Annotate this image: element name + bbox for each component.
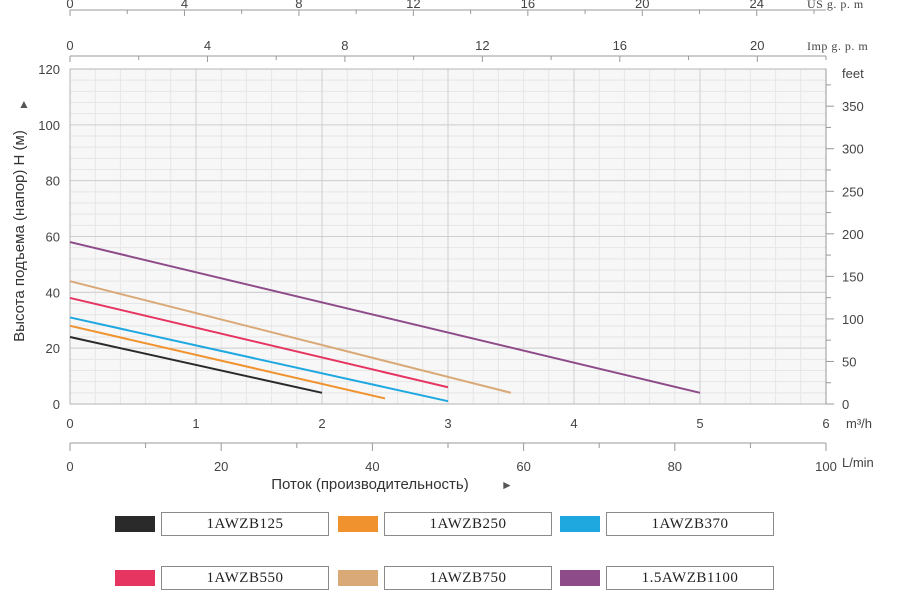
curve-1AWZB550 bbox=[69, 296, 449, 389]
legend-label: 1AWZB550 bbox=[161, 566, 329, 590]
imp-tick-label: 20 bbox=[750, 38, 764, 53]
lmin-tick-label: 100 bbox=[815, 459, 837, 474]
legend-swatch bbox=[115, 516, 155, 532]
feet-tick-label: 50 bbox=[842, 354, 856, 369]
us-tick-label: 16 bbox=[521, 0, 535, 11]
imp-tick-label: 4 bbox=[204, 38, 211, 53]
feet-tick-label: 250 bbox=[842, 184, 864, 199]
legend-label: 1AWZB250 bbox=[384, 512, 552, 536]
us-tick-label: 24 bbox=[750, 0, 764, 11]
curve-1AWZB370 bbox=[69, 316, 449, 403]
legend-item: 1AWZB125 bbox=[115, 512, 329, 536]
y-tick-label: 60 bbox=[46, 230, 60, 245]
imp-tick-label: 12 bbox=[475, 38, 489, 53]
lmin-tick-label: 0 bbox=[66, 459, 73, 474]
us-tick-label: 4 bbox=[181, 0, 188, 11]
legend-label: 1AWZB370 bbox=[606, 512, 774, 536]
performance-curves bbox=[69, 241, 701, 403]
legend-label: 1AWZB125 bbox=[161, 512, 329, 536]
legend-item: 1AWZB250 bbox=[338, 512, 552, 536]
lmin-tick-label: 40 bbox=[365, 459, 379, 474]
legend-swatch bbox=[115, 570, 155, 586]
legend-item: 1AWZB750 bbox=[338, 566, 552, 590]
us-tick-label: 12 bbox=[406, 0, 420, 11]
m3h-tick-label: 0 bbox=[66, 416, 73, 431]
lmin-tick-label: 20 bbox=[214, 459, 228, 474]
curve-1AWZB750 bbox=[69, 280, 512, 394]
y-tick-label: 40 bbox=[46, 285, 60, 300]
feet-tick-label: 200 bbox=[842, 227, 864, 242]
m3h-tick-label: 5 bbox=[696, 416, 703, 431]
m3h-unit-label: m³/h bbox=[846, 416, 872, 431]
feet-tick-label: 350 bbox=[842, 99, 864, 114]
y-axis-label: Высота подъема (напор) Н (м) bbox=[11, 130, 28, 342]
feet-tick-label: 300 bbox=[842, 142, 864, 157]
feet-tick-label: 100 bbox=[842, 312, 864, 327]
feet-tick-label: 150 bbox=[842, 269, 864, 284]
us-unit-label: US g. p. m bbox=[807, 0, 864, 11]
m3h-tick-label: 1 bbox=[192, 416, 199, 431]
m3h-tick-label: 6 bbox=[822, 416, 829, 431]
imp-unit-label: Imp g. p. m bbox=[807, 39, 868, 53]
legend-label: 1AWZB750 bbox=[384, 566, 552, 590]
lmin-unit-label: L/min bbox=[842, 455, 874, 470]
feet-unit-label: feet bbox=[842, 66, 864, 81]
axes: 020406080100120050100150200250300350feet… bbox=[38, 0, 874, 474]
curve-1AWZB250 bbox=[69, 324, 386, 400]
us-tick-label: 20 bbox=[635, 0, 649, 11]
legend-item: 1.5AWZB1100 bbox=[560, 566, 774, 590]
legend-swatch bbox=[560, 570, 600, 586]
x-axis-arrow-icon: ► bbox=[501, 478, 513, 492]
imp-tick-label: 8 bbox=[341, 38, 348, 53]
legend-item: 1AWZB550 bbox=[115, 566, 329, 590]
us-tick-label: 0 bbox=[66, 0, 73, 11]
x-axis-label: Поток (производительность) bbox=[271, 476, 469, 493]
y-tick-label: 80 bbox=[46, 174, 60, 189]
m3h-tick-label: 2 bbox=[318, 416, 325, 431]
grid bbox=[69, 68, 827, 405]
legend-swatch bbox=[338, 570, 378, 586]
y-tick-label: 20 bbox=[46, 341, 60, 356]
y-tick-label: 0 bbox=[53, 397, 60, 412]
legend-label: 1.5AWZB1100 bbox=[606, 566, 774, 590]
us-tick-label: 8 bbox=[295, 0, 302, 11]
curve-1.5AWZB1100 bbox=[69, 241, 701, 394]
y-tick-label: 100 bbox=[38, 118, 60, 133]
curve-1AWZB125 bbox=[69, 336, 323, 394]
legend-item: 1AWZB370 bbox=[560, 512, 774, 536]
imp-tick-label: 16 bbox=[613, 38, 627, 53]
lmin-tick-label: 60 bbox=[516, 459, 530, 474]
lmin-tick-label: 80 bbox=[668, 459, 682, 474]
legend-swatch bbox=[560, 516, 600, 532]
y-tick-label: 120 bbox=[38, 62, 60, 77]
m3h-tick-label: 3 bbox=[444, 416, 451, 431]
legend-swatch bbox=[338, 516, 378, 532]
feet-tick-label: 0 bbox=[842, 397, 849, 412]
imp-tick-label: 0 bbox=[66, 38, 73, 53]
m3h-tick-label: 4 bbox=[570, 416, 577, 431]
y-axis-arrow-icon: ▲ bbox=[18, 97, 30, 111]
